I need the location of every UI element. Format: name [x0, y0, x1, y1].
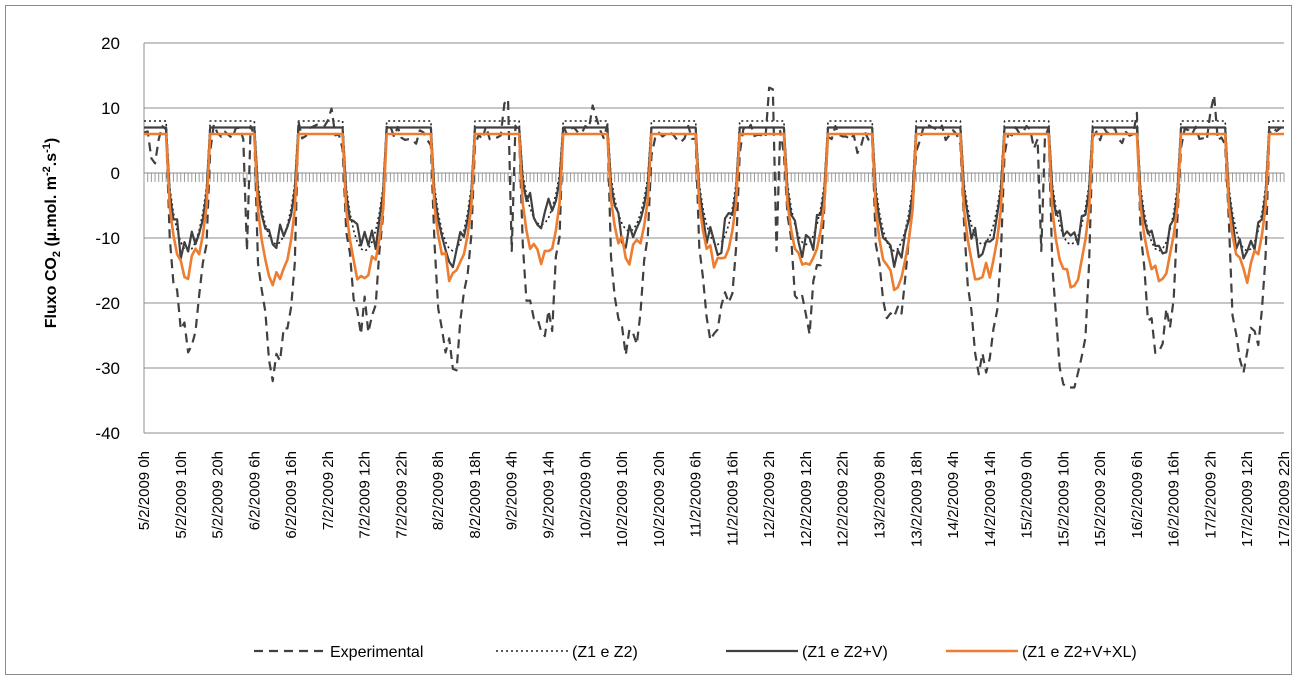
x-tick-label: 17/2/2009 22h [1276, 451, 1293, 547]
x-tick-label: 12/2/2009 2h [761, 451, 778, 539]
x-tick-label: 17/2/2009 2h [1203, 451, 1220, 539]
y-tick-label: -30 [95, 359, 120, 378]
x-tick-label: 12/2/2009 12h [798, 451, 815, 547]
x-tick-label: 8/2/2009 18h [467, 451, 484, 539]
series-lines [143, 86, 1285, 389]
series-line-2 [144, 120, 1284, 252]
legend-label: Experimental [330, 644, 423, 661]
x-tick-label: 11/2/2009 16h [724, 451, 741, 546]
x-tick-label: 7/2/2009 12h [357, 451, 374, 539]
y-tick-label: -10 [95, 229, 120, 248]
y-axis-ticks: 20 10 0 -10 -20 -30 -40 [95, 34, 120, 443]
x-tick-label: 14/2/2009 14h [982, 451, 999, 547]
x-tick-label: 10/2/2009 20h [651, 451, 668, 547]
y-tick-label: -40 [95, 424, 120, 443]
y-axis-label: Fluxo CO2 (µ.mol. m-2.s-1) [41, 138, 63, 328]
x-tick-label: 5/2/2009 20h [210, 451, 227, 539]
x-tick-label: 15/2/2009 0h [1019, 451, 1036, 539]
x-tick-label: 6/2/2009 16h [283, 451, 300, 539]
x-tick-label: 11/2/2009 6h [688, 451, 705, 537]
series-line-4 [144, 132, 1284, 292]
x-tick-label: 6/2/2009 6h [246, 451, 263, 530]
zero-line-hatch [143, 172, 1285, 182]
x-tick-label: 16/2/2009 16h [1166, 451, 1183, 547]
series-line-3 [144, 126, 1284, 269]
x-tick-label: 9/2/2009 4h [504, 451, 521, 530]
x-tick-label: 16/2/2009 6h [1129, 451, 1146, 539]
legend-label: (Z1 e Z2+V) [802, 644, 888, 661]
x-tick-label: 5/2/2009 0h [136, 451, 153, 530]
legend: Experimental (Z1 e Z2) (Z1 e Z2+V) (Z1 e Z2… [254, 644, 1137, 661]
x-tick-label: 7/2/2009 22h [393, 451, 410, 539]
zero-axis-ticks [143, 173, 1285, 182]
y-tick-label: 0 [111, 164, 120, 183]
legend-label: (Z1 e Z2+V+XL) [1022, 644, 1137, 661]
x-tick-label: 13/2/2009 18h [908, 451, 925, 547]
x-axis-ticks: 5/2/2009 0h 5/2/2009 10h 5/2/2009 20h 6/2/2… [136, 451, 1293, 547]
chart-frame: 20 10 0 -10 -20 -30 -40 5/2/2009 0h 5/2/2009 10… [5, 5, 1293, 675]
y-tick-label: 20 [101, 34, 120, 53]
x-tick-label: 7/2/2009 2h [320, 451, 337, 530]
x-tick-label: 13/2/2009 8h [872, 451, 889, 539]
x-tick-label: 10/2/2009 0h [577, 451, 594, 539]
x-tick-label: 17/2/2009 12h [1239, 451, 1256, 547]
legend-label: (Z1 e Z2) [572, 644, 638, 661]
x-tick-label: 5/2/2009 10h [173, 451, 190, 539]
x-tick-label: 15/2/2009 10h [1055, 451, 1072, 547]
x-tick-label: 10/2/2009 10h [614, 451, 631, 547]
y-tick-label: 10 [101, 99, 120, 118]
y-tick-label: -20 [95, 294, 120, 313]
x-tick-label: 15/2/2009 20h [1092, 451, 1109, 547]
x-tick-label: 9/2/2009 14h [541, 451, 558, 539]
x-tick-label: 14/2/2009 4h [945, 451, 962, 539]
x-tick-label: 12/2/2009 22h [835, 451, 852, 547]
co2-flux-chart: 20 10 0 -10 -20 -30 -40 5/2/2009 0h 5/2/2009 10… [41, 34, 1293, 661]
x-tick-label: 8/2/2009 8h [430, 451, 447, 530]
